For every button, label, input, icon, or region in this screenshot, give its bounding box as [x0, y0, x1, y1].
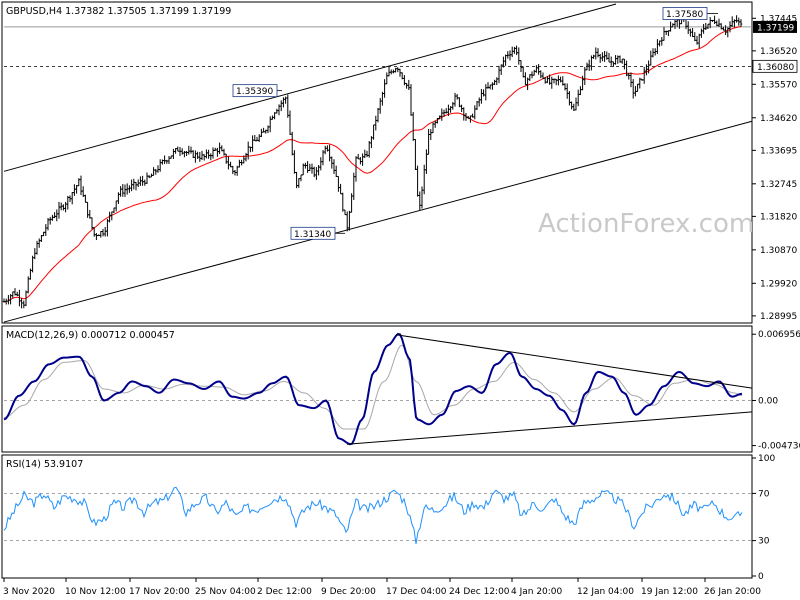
price-y-tick-label: 1.37445 [760, 14, 797, 24]
channel-lower-line [3, 120, 753, 323]
rsi-y-tick-label: 30 [758, 537, 770, 547]
macd-y-tick-label: 0.006956 [758, 330, 800, 340]
x-tick-label: 12 Jan 04:00 [577, 587, 634, 597]
price-y-tick-label: 1.30870 [760, 246, 797, 256]
rsi-line [3, 486, 743, 545]
price-y-tick-label: 1.31820 [760, 212, 797, 222]
price-axis: 1.37445 1.36520 1.35570 1.34620 1.33695 1.327… [752, 14, 797, 322]
price-y-tick-label: 1.32745 [760, 180, 797, 190]
macd-upper-trendline [395, 334, 753, 389]
rsi-series: 100 70 30 0 [3, 454, 775, 582]
moving-average-line [3, 26, 742, 303]
x-tick-label: 24 Dec 12:00 [449, 587, 510, 597]
annotation-label: 1.35390 [236, 87, 273, 97]
price-levels [4, 26, 752, 67]
rsi-y-tick-label: 100 [758, 454, 775, 464]
x-tick-label: 19 Jan 12:00 [641, 587, 698, 597]
current-price-label: 1.37199 [757, 23, 794, 33]
macd-series: 0.006956 0.00 -0.004736 [3, 330, 800, 452]
annotation-box [662, 7, 708, 20]
x-tick-label: 4 Jan 20:00 [511, 587, 563, 597]
price-panel-frame [1, 1, 753, 324]
macd-y-tick-label: 0.00 [758, 396, 778, 406]
price-overlay [3, 3, 753, 323]
x-tick-label: 17 Nov 20:00 [129, 587, 190, 597]
x-tick-label: 2 Dec 12:00 [257, 587, 312, 597]
current-price-box [753, 20, 797, 33]
annotation-label: 1.37580 [666, 10, 703, 20]
rsi-panel-frame [1, 454, 753, 579]
channel-upper-line [3, 3, 617, 172]
macd-title: MACD(12,26,9) 0.000712 0.000457 [6, 330, 175, 341]
macd-signal-line [3, 344, 743, 430]
price-chart-title: GBPUSD,H4 1.37382 1.37505 1.37199 1.3719… [6, 6, 231, 17]
x-tick-label: 26 Jan 20:00 [704, 587, 761, 597]
annotation-label: 1.31340 [294, 230, 331, 240]
macd-panel-frame [1, 325, 753, 453]
support-level-label: 1.36080 [757, 63, 794, 73]
rsi-title: RSI(14) 53.9107 [6, 459, 83, 470]
macd-y-tick-label: -0.004736 [758, 442, 800, 452]
x-tick-label: 3 Nov 2020 [3, 587, 55, 597]
price-y-tick-label: 1.28995 [760, 312, 797, 322]
price-series [2, 12, 743, 309]
rsi-y-tick-label: 0 [758, 572, 764, 582]
x-tick-label: 9 Dec 20:00 [321, 587, 376, 597]
rsi-y-tick-label: 70 [758, 489, 770, 499]
support-level-box [752, 59, 798, 73]
price-annotations: 1.35390 1.31340 1.37580 [232, 7, 718, 240]
annotation-box [232, 84, 278, 98]
watermark: ActionForex.com [538, 209, 754, 239]
price-y-tick-label: 1.34620 [760, 114, 797, 124]
price-y-tick-label: 1.29920 [760, 279, 797, 289]
price-y-tick-label: 1.35570 [760, 80, 797, 90]
x-axis: 3 Nov 2020 10 Nov 12:00 17 Nov 20:00 25 Nov… [3, 578, 761, 597]
annotation-box [290, 226, 336, 240]
x-tick-label: 10 Nov 12:00 [65, 587, 126, 597]
macd-line [3, 332, 743, 446]
price-y-tick-label: 1.36520 [760, 47, 797, 57]
price-y-tick-label: 1.33695 [760, 146, 797, 156]
x-tick-label: 25 Nov 04:00 [195, 587, 256, 597]
x-tick-label: 17 Dec 04:00 [386, 587, 447, 597]
macd-lower-trendline [346, 411, 753, 445]
